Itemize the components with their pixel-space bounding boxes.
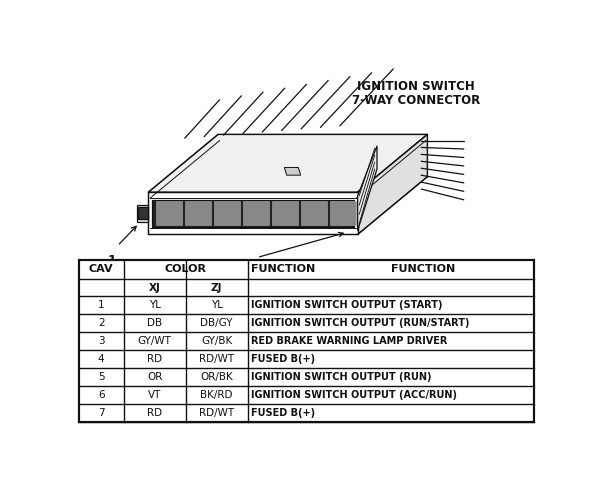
Polygon shape [301,201,327,225]
Bar [78,260,535,422]
Text: YL: YL [148,300,161,310]
Text: OR: OR [147,372,162,382]
Polygon shape [285,167,301,175]
Polygon shape [148,192,358,235]
Text: YL: YL [210,300,222,310]
Polygon shape [138,207,148,219]
Polygon shape [148,134,428,192]
Text: 5: 5 [98,372,105,382]
Text: IGNITION SWITCH OUTPUT (START): IGNITION SWITCH OUTPUT (START) [251,300,443,310]
Text: FUNCTION: FUNCTION [251,264,316,274]
Text: IGNITION SWITCH: IGNITION SWITCH [357,80,475,94]
Text: GY/WT: GY/WT [138,336,172,346]
Text: 7-WAY CONNECTOR: 7-WAY CONNECTOR [352,94,480,108]
Text: IGNITION SWITCH OUTPUT (RUN/START): IGNITION SWITCH OUTPUT (RUN/START) [251,318,470,328]
Text: 7: 7 [98,408,105,418]
Polygon shape [185,201,211,225]
Polygon shape [137,205,148,222]
Polygon shape [358,134,428,235]
Polygon shape [156,201,182,225]
Text: VT: VT [148,390,161,400]
Polygon shape [243,201,269,225]
Text: XJ: XJ [149,282,160,293]
Polygon shape [152,200,354,227]
Text: GY/BK: GY/BK [201,336,232,346]
Polygon shape [358,146,377,230]
Text: 2: 2 [98,318,105,328]
Text: 6: 6 [98,390,105,400]
Text: RD: RD [147,408,162,418]
Text: RD: RD [147,354,162,364]
Text: 7: 7 [249,265,257,278]
Text: 4: 4 [98,354,105,364]
Text: FUNCTION: FUNCTION [391,264,455,274]
Text: ZJ: ZJ [211,282,222,293]
Text: CAV: CAV [89,264,114,274]
Text: 3: 3 [98,336,105,346]
Polygon shape [330,201,356,225]
Text: IGNITION SWITCH OUTPUT (RUN): IGNITION SWITCH OUTPUT (RUN) [251,372,432,382]
Text: FUSED B(+): FUSED B(+) [251,408,316,418]
Text: 1: 1 [108,254,117,267]
Text: DB: DB [147,318,162,328]
Polygon shape [214,201,240,225]
Text: RD/WT: RD/WT [199,408,234,418]
Text: FUSED B(+): FUSED B(+) [251,354,316,364]
Text: DB/GY: DB/GY [200,318,233,328]
Text: BK/RD: BK/RD [200,390,233,400]
Text: RD/WT: RD/WT [199,354,234,364]
Text: COLOR: COLOR [164,264,206,274]
Text: 1: 1 [98,300,105,310]
Text: OR/BK: OR/BK [200,372,233,382]
Text: RED BRAKE WARNING LAMP DRIVER: RED BRAKE WARNING LAMP DRIVER [251,336,448,346]
Text: IGNITION SWITCH OUTPUT (ACC/RUN): IGNITION SWITCH OUTPUT (ACC/RUN) [251,390,457,400]
Polygon shape [272,201,298,225]
